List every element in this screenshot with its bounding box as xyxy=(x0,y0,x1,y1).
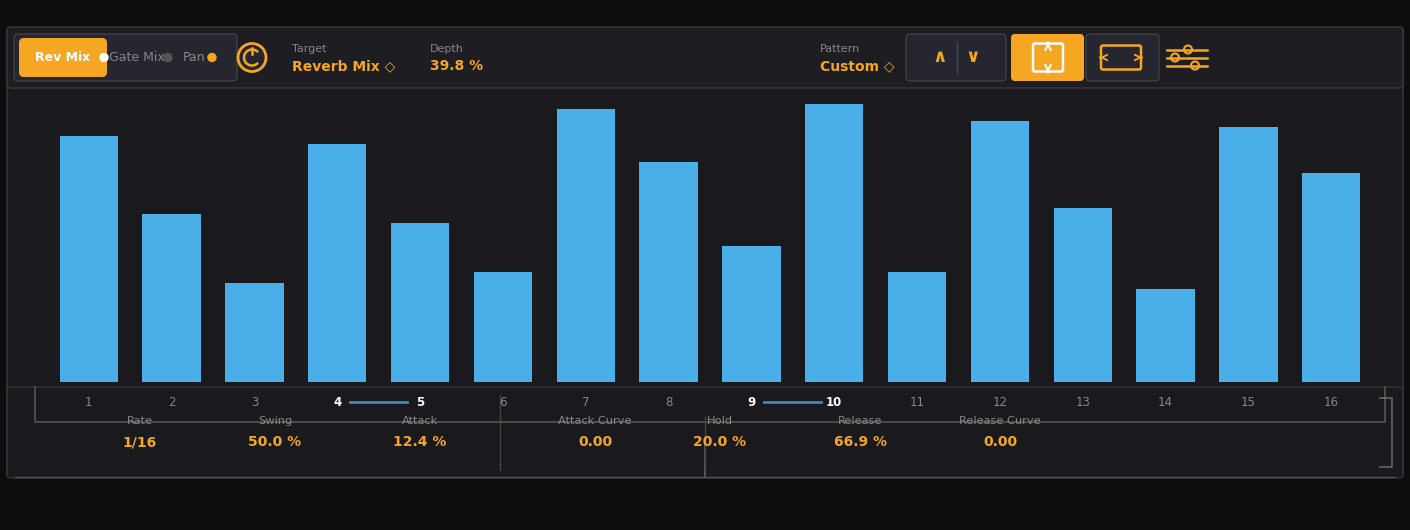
FancyBboxPatch shape xyxy=(14,34,237,81)
Bar xyxy=(722,246,781,382)
Text: 2: 2 xyxy=(168,395,175,409)
Bar xyxy=(1136,289,1194,382)
Bar xyxy=(1303,173,1361,382)
Text: 7: 7 xyxy=(582,395,589,409)
Text: ∧: ∧ xyxy=(932,49,948,66)
Text: 12: 12 xyxy=(993,395,1007,409)
FancyBboxPatch shape xyxy=(18,38,107,77)
Text: Custom ◇: Custom ◇ xyxy=(821,59,894,74)
Text: Depth: Depth xyxy=(430,43,464,54)
Text: 66.9 %: 66.9 % xyxy=(833,436,887,449)
Text: ∨: ∨ xyxy=(966,49,980,66)
Text: 3: 3 xyxy=(251,395,258,409)
Text: Release: Release xyxy=(838,416,883,426)
Text: Reverb Mix ◇: Reverb Mix ◇ xyxy=(292,59,395,74)
FancyBboxPatch shape xyxy=(7,30,1403,475)
Circle shape xyxy=(1184,46,1191,54)
Text: Rev Mix: Rev Mix xyxy=(35,51,90,64)
Bar xyxy=(1220,127,1277,382)
Text: Release Curve: Release Curve xyxy=(959,416,1041,426)
Text: 13: 13 xyxy=(1076,395,1090,409)
FancyBboxPatch shape xyxy=(907,34,1005,81)
Text: 12.4 %: 12.4 % xyxy=(393,436,447,449)
Bar xyxy=(805,103,863,382)
Text: 10: 10 xyxy=(826,395,842,409)
Bar xyxy=(59,136,118,382)
Text: 9: 9 xyxy=(747,395,756,409)
Text: 20.0 %: 20.0 % xyxy=(694,436,746,449)
Text: 6: 6 xyxy=(499,395,506,409)
Text: 4: 4 xyxy=(333,395,341,409)
Circle shape xyxy=(1170,54,1179,61)
Text: 16: 16 xyxy=(1324,395,1338,409)
Bar xyxy=(309,144,367,382)
Text: Attack: Attack xyxy=(402,416,439,426)
Text: 0.00: 0.00 xyxy=(578,436,612,449)
Circle shape xyxy=(209,54,216,61)
FancyBboxPatch shape xyxy=(7,387,1403,478)
Text: 0.00: 0.00 xyxy=(983,436,1017,449)
Text: 14: 14 xyxy=(1158,395,1173,409)
Text: Hold: Hold xyxy=(706,416,733,426)
Circle shape xyxy=(1191,61,1198,69)
Circle shape xyxy=(100,54,109,61)
Text: Attack Curve: Attack Curve xyxy=(558,416,632,426)
FancyBboxPatch shape xyxy=(1011,34,1084,81)
FancyBboxPatch shape xyxy=(1086,34,1159,81)
Text: Pattern: Pattern xyxy=(821,43,860,54)
Text: 39.8 %: 39.8 % xyxy=(430,59,484,74)
Text: 8: 8 xyxy=(666,395,673,409)
Bar xyxy=(971,121,1029,382)
Text: Gate Mix: Gate Mix xyxy=(109,51,165,64)
Text: 5: 5 xyxy=(416,395,424,409)
Circle shape xyxy=(164,54,172,61)
Text: Rate: Rate xyxy=(127,416,154,426)
Bar xyxy=(1053,208,1112,382)
Text: Target: Target xyxy=(292,43,327,54)
Text: Swing: Swing xyxy=(258,416,292,426)
Bar xyxy=(474,272,532,382)
Circle shape xyxy=(407,389,433,415)
Circle shape xyxy=(739,389,764,415)
Bar xyxy=(391,223,450,382)
Text: 11: 11 xyxy=(909,395,925,409)
Text: 15: 15 xyxy=(1241,395,1256,409)
FancyBboxPatch shape xyxy=(7,27,1403,88)
Text: 1: 1 xyxy=(85,395,93,409)
Text: 50.0 %: 50.0 % xyxy=(248,436,302,449)
Text: 1/16: 1/16 xyxy=(123,436,157,449)
Bar xyxy=(557,109,615,382)
Text: Pan: Pan xyxy=(183,51,206,64)
Circle shape xyxy=(821,389,847,415)
Bar xyxy=(142,214,200,382)
Bar xyxy=(640,162,698,382)
Bar xyxy=(226,284,283,382)
Circle shape xyxy=(324,389,350,415)
Bar xyxy=(888,272,946,382)
Circle shape xyxy=(238,43,266,72)
